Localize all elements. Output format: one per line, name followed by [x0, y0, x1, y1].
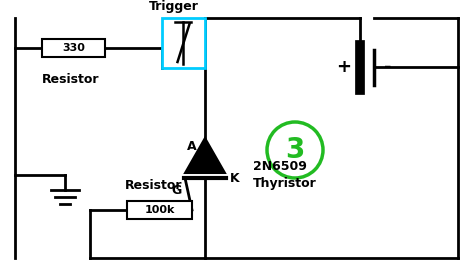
Text: 3: 3 [285, 136, 305, 164]
Text: A: A [187, 139, 197, 153]
Text: -: - [384, 58, 392, 76]
Bar [42, 39, 105, 57]
Text: 2N6509: 2N6509 [253, 159, 307, 173]
Text: Thyristor: Thyristor [253, 178, 317, 190]
Polygon shape [185, 138, 225, 173]
Text: K: K [230, 172, 240, 184]
Text: G: G [172, 184, 182, 197]
Text: Resistor: Resistor [125, 179, 182, 192]
Text: 100k: 100k [144, 205, 175, 215]
Text: Trigger: Trigger [148, 0, 199, 13]
Bar [162, 18, 205, 68]
Bar [127, 201, 192, 219]
Text: 330: 330 [62, 43, 85, 53]
Circle shape [267, 122, 323, 178]
Text: Resistor: Resistor [42, 73, 100, 86]
Text: +: + [337, 58, 352, 76]
